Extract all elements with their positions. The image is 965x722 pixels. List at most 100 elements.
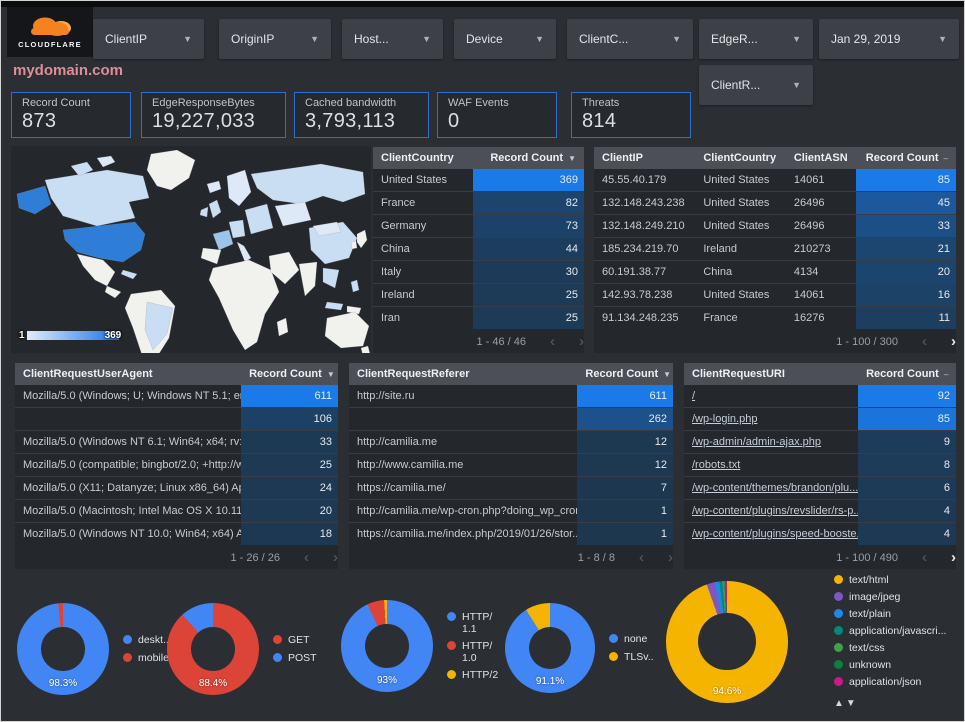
record-count-cell: 4 — [858, 523, 956, 545]
legend-item: text/css — [834, 642, 946, 654]
table-cell[interactable]: /wp-content/plugins/speed-booste... — [692, 528, 859, 540]
chevron-right-icon[interactable]: › — [951, 549, 956, 566]
scorecard-value: 0 — [448, 110, 460, 132]
table-cell[interactable]: /robots.txt — [692, 459, 741, 471]
legend-item: none — [609, 633, 654, 645]
filter-chip-device[interactable]: Device ▼ — [454, 19, 556, 59]
scorecard-label: Cached bandwidth — [305, 97, 397, 109]
table-cell: China — [381, 243, 410, 255]
table-row: /wp-content/plugins/speed-booste... 4 — [684, 522, 956, 545]
table-cell: Mozilla/5.0 (Windows; U; Windows NT 5.1;… — [23, 390, 241, 402]
column-header-record-count[interactable]: Record Count ▼ — [249, 368, 335, 380]
record-count-cell: 92 — [858, 385, 956, 407]
column-header-record-count[interactable]: Record Count – — [865, 152, 948, 164]
table-cell[interactable]: / — [692, 390, 696, 402]
column-header-clientrequestuseragent[interactable]: ClientRequestUserAgent — [23, 368, 153, 380]
table-cell: 132.148.243.238 — [602, 197, 685, 209]
table-row: /wp-content/themes/brandon/plu... 6 — [684, 476, 956, 499]
table-cell[interactable]: /wp-content/themes/brandon/plu... — [692, 482, 859, 494]
table-cell[interactable]: /wp-login.php — [692, 413, 758, 425]
record-count-cell: 33 — [856, 215, 956, 237]
chevron-right-icon[interactable]: › — [668, 549, 673, 566]
table-cell[interactable]: /wp-content/plugins/revslider/rs-p... — [692, 505, 859, 517]
table-cell: China — [703, 266, 733, 278]
legend-dot-icon — [834, 626, 843, 636]
column-header-clientrequesturi[interactable]: ClientRequestURI — [692, 368, 785, 380]
table-cell: https://camilia.me/ — [357, 482, 446, 494]
column-header-clientcountry[interactable]: ClientCountry — [381, 152, 454, 164]
chevron-left-icon[interactable]: ‹ — [304, 549, 309, 566]
legend-pager[interactable]: ▲▼ — [834, 698, 858, 710]
map-legend-max: 369 — [104, 330, 122, 341]
column-header-clientcountry[interactable]: ClientCountry — [703, 152, 777, 164]
scorecard-label: Record Count — [22, 97, 90, 109]
chevron-left-icon[interactable]: ‹ — [639, 549, 644, 566]
table-cell: France — [703, 312, 738, 324]
filter-chip-clientip[interactable]: ClientIP ▼ — [93, 19, 204, 59]
date-label: Jan 29, 2019 — [831, 32, 901, 46]
legend-item: HTTP/ 1.1 — [447, 611, 498, 635]
chevron-left-icon[interactable]: ‹ — [922, 333, 927, 350]
filter-chip-originip[interactable]: OriginIP ▼ — [219, 19, 331, 59]
donut-device-type: 98.3% deskt... mobile — [17, 603, 172, 695]
legend-dot-icon — [123, 652, 132, 662]
scorecard-cached-bandwidth: Cached bandwidth 3,793,113 — [294, 92, 429, 138]
table-cell: 210273 — [793, 243, 831, 255]
filter-chip-clientcountry[interactable]: ClientC... ▼ — [567, 19, 693, 59]
filter-chip-clientrequest[interactable]: ClientR... ▼ — [699, 65, 813, 105]
record-count-cell: 82 — [473, 192, 584, 214]
record-count-cell: 18 — [241, 523, 338, 545]
table-row: http://camilia.me 12 — [349, 430, 673, 453]
table-cell: Mozilla/5.0 (Windows NT 6.1; Win64; x64;… — [23, 436, 242, 448]
table-row: http://www.camilia.me 12 — [349, 453, 673, 476]
chevron-right-icon[interactable]: › — [951, 333, 956, 350]
filter-chip-edgeresponse[interactable]: EdgeR... ▼ — [699, 19, 813, 59]
legend-item: TLSv.. — [609, 651, 654, 663]
legend-item: deskt... — [123, 634, 172, 646]
filter-label: OriginIP — [231, 32, 275, 46]
column-header-clientip[interactable]: ClientIP — [602, 152, 643, 164]
chevron-right-icon[interactable]: › — [579, 333, 584, 350]
record-count-cell: 16 — [856, 284, 956, 306]
chevron-left-icon[interactable]: ‹ — [922, 549, 927, 566]
table-row: /wp-admin/admin-ajax.php 9 — [684, 430, 956, 453]
world-map[interactable] — [11, 146, 371, 353]
date-range-picker[interactable]: Jan 29, 2019 ▼ — [819, 19, 959, 59]
scorecard-value: 3,793,113 — [305, 110, 396, 132]
record-count-cell: 8 — [858, 454, 956, 476]
scorecard-value: 873 — [22, 110, 57, 132]
record-count-cell: 21 — [856, 238, 956, 260]
legend-dot-icon — [834, 660, 843, 670]
filter-chip-host[interactable]: Host... ▼ — [342, 19, 443, 59]
table-header-row: ClientRequestURI Record Count – — [684, 363, 956, 385]
column-header-record-count[interactable]: Record Count ▼ — [585, 368, 672, 380]
table-client-country: ClientCountry Record Count ▼ United States… — [373, 147, 584, 353]
chevron-left-icon[interactable]: ‹ — [550, 333, 555, 350]
chevron-right-icon[interactable]: › — [333, 549, 338, 566]
column-header-record-count[interactable]: Record Count – — [866, 368, 949, 380]
legend-dot-icon — [273, 652, 282, 662]
table-row: /robots.txt 8 — [684, 453, 956, 476]
table-cell: Iran — [381, 312, 400, 324]
filter-label: ClientR... — [711, 78, 761, 92]
column-header-clientrequestreferer[interactable]: ClientRequestReferer — [357, 368, 470, 380]
map-legend-min: 1 — [19, 330, 25, 341]
table-cell: 26496 — [793, 220, 825, 232]
pagination-range: 1 - 100 / 300 — [836, 336, 898, 348]
cloudflare-logo-text: CLOUDFLARE — [18, 40, 82, 49]
legend-item: text/html — [834, 574, 946, 586]
table-cell[interactable]: /wp-admin/admin-ajax.php — [692, 436, 822, 448]
legend-item: application/javascri... — [834, 625, 946, 637]
record-count-cell: 25 — [473, 307, 584, 329]
table-row: 132.148.243.238 United States 26496 45 — [594, 191, 956, 214]
column-header-clientasn[interactable]: ClientASN — [793, 152, 848, 164]
legend-item: GET — [273, 634, 317, 646]
donut-http-protocol: 93% HTTP/ 1.1 HTTP/ 1.0 HTTP/2 — [341, 600, 498, 692]
filter-label: EdgeR... — [711, 32, 758, 46]
table-row: 142.93.78.238 United States 14061 16 — [594, 283, 956, 306]
record-count-cell: 611 — [241, 385, 338, 407]
table-cell: 14061 — [793, 289, 825, 301]
table-user-agent: ClientRequestUserAgent Record Count ▼ Mozi… — [15, 363, 338, 569]
scorecard-threats: Threats 814 — [571, 92, 691, 138]
column-header-record-count[interactable]: Record Count ▼ — [490, 152, 576, 164]
